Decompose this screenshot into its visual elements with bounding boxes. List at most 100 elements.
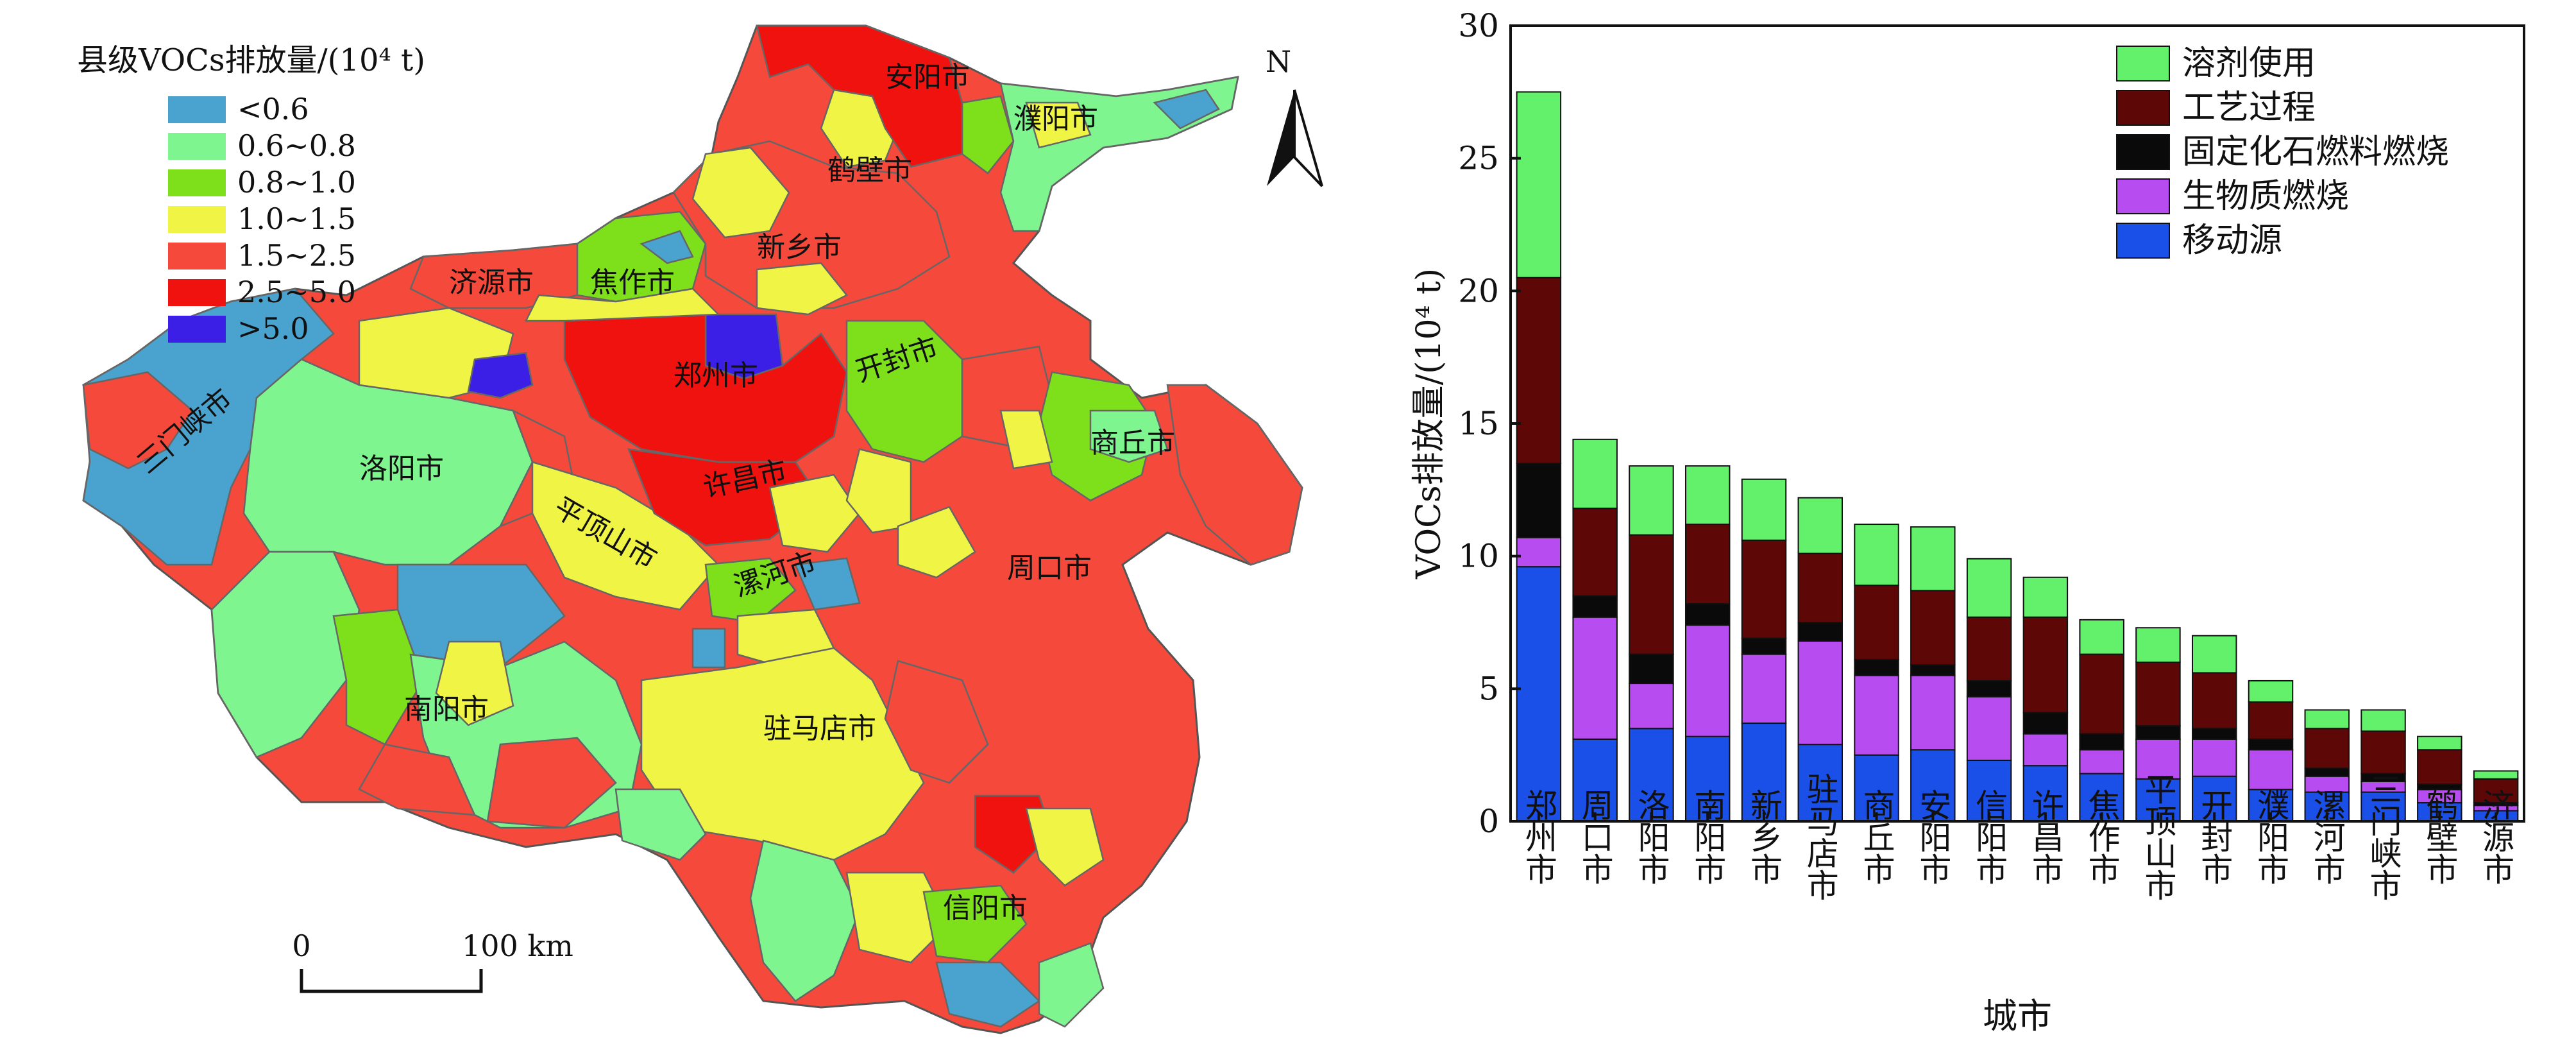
y-tick-label: 5 [1479, 670, 1499, 707]
scale-end-label: 100 km [462, 928, 573, 963]
map-legend-swatch [168, 206, 226, 233]
bar-segment [1516, 277, 1562, 464]
y-tick-label: 20 [1458, 272, 1499, 309]
x-tick-label: 濮阳市 [2252, 789, 2289, 885]
bar-segment [2135, 725, 2181, 740]
bar-segment [2304, 767, 2350, 777]
bar-segment [2022, 616, 2069, 714]
bar-segment [2360, 709, 2406, 732]
bar-segment [2417, 749, 2462, 785]
bar-segment [1572, 438, 1618, 509]
bar-segment [2191, 635, 2237, 674]
x-axis: 郑州市 周口市 洛阳市 南阳市 新乡市 驻马店市 商丘市 安阳市 信阳市 许昌市 焦作市 平顶山市 开封… [1520, 773, 2514, 901]
bar-segment [2022, 733, 2069, 767]
bar-segment [1572, 738, 1618, 823]
bar-segment [2473, 770, 2519, 780]
region-zhumadian-green [614, 788, 707, 861]
bar-segment [1572, 616, 1618, 740]
region-shangqiu-east [1166, 384, 1303, 566]
map-legend-swatch [168, 279, 226, 306]
legend-swatch [2116, 134, 2170, 170]
bar-segment [1797, 640, 1843, 746]
region-zhengzhou-purple [467, 352, 534, 399]
map-legend: 县级VOCs排放量/(10⁴ t) <0.60.6~0.80.8~1.01.0~… [77, 42, 425, 346]
x-tick-label: 许昌市 [2027, 789, 2064, 885]
chart-bars [1516, 91, 2519, 823]
bar-segment [1572, 508, 1618, 597]
bar-segment [2079, 653, 2124, 735]
city-label-hebi: 鹤壁市 [827, 154, 912, 187]
bar-segment [2079, 733, 2124, 751]
x-tick-label: 洛阳市 [1632, 789, 1670, 885]
region-shangqiu-yellow [999, 409, 1053, 470]
bar-segment [1741, 478, 1787, 541]
bar-segment [1684, 465, 1731, 526]
bar-segment [1966, 616, 2012, 681]
legend-swatch [2116, 46, 2170, 81]
region-xinyang-green3 [1038, 942, 1105, 1028]
y-axis: 0 5 10 15 20 25 30 [1458, 7, 1521, 840]
legend-label: 溶剂使用 [2182, 44, 2316, 83]
bar-segment [2248, 749, 2294, 791]
city-label-puyang: 濮阳市 [1013, 103, 1098, 135]
region-zhengzhou-yellow [524, 287, 720, 322]
x-tick-label: 鹤壁市 [2421, 789, 2458, 885]
map-legend-swatch [168, 96, 226, 123]
y-axis-label: VOCs排放量/(10⁴ t) [1410, 268, 1448, 579]
bar-segment [1966, 680, 2012, 697]
x-tick-label: 开封市 [2196, 789, 2233, 885]
region-nanyang-south [358, 743, 476, 816]
bar-segment [2191, 728, 2237, 740]
bar-segment [1741, 653, 1787, 724]
city-label-xinyang: 信阳市 [943, 892, 1028, 925]
map-legend-title: 县级VOCs排放量/(10⁴ t) [77, 42, 425, 78]
bar-segment [2022, 576, 2069, 618]
x-tick-label: 周口市 [1577, 789, 1614, 885]
bar-segment [2360, 730, 2406, 774]
x-tick-label: 驻马店市 [1802, 773, 1839, 901]
bar-segment [1741, 723, 1787, 822]
region-nanyang-center [435, 640, 514, 726]
map-legend-label: 2.5~5.0 [237, 275, 356, 309]
map-legend-label: 0.6~0.8 [237, 128, 356, 163]
bar-segment [1966, 696, 2012, 761]
scale-start-label: 0 [292, 928, 310, 963]
bar-segment [1684, 624, 1731, 737]
region-xinyang-yellow2 [1025, 807, 1105, 887]
stacked-bar-chart: 0 5 10 15 20 25 30 郑州市 周口市 洛阳市 南阳市 新乡市 驻马店市 商丘市 安阳市 信阳… [1410, 7, 2525, 1036]
county-regions [82, 24, 1303, 1028]
scale-bar-line [300, 969, 483, 993]
region-xuchang-yellow [768, 474, 861, 553]
city-label-luoyang: 洛阳市 [359, 452, 444, 485]
bar-segment [1797, 622, 1843, 642]
x-tick-label: 商丘市 [1858, 789, 1895, 885]
bar-segment [2360, 791, 2406, 822]
map-legend-label: 0.8~1.0 [237, 165, 356, 200]
legend-label: 生物质燃烧 [2182, 177, 2349, 216]
region-zhoukou-yellow [897, 506, 976, 579]
legend-label: 固定化石燃料燃烧 [2182, 133, 2449, 171]
bar-segment [1516, 91, 1562, 278]
north-arrow-left [1267, 90, 1294, 186]
bar-segment [2417, 735, 2462, 751]
bar-segment [1854, 658, 1899, 676]
bar-segment [2135, 627, 2181, 663]
bar-segment [1684, 524, 1731, 605]
legend-label: 移动源 [2182, 221, 2282, 260]
region-shangqiu-green [1089, 409, 1169, 463]
region-xinyang-green [749, 839, 861, 1002]
y-tick-label: 25 [1458, 140, 1499, 177]
bar-segment [1910, 590, 1956, 666]
region-luohe-blue [794, 557, 861, 611]
bar-segment [2079, 749, 2124, 774]
bar-segment [1741, 539, 1787, 639]
region-anyang [756, 24, 963, 168]
region-zhumadian-red [884, 660, 989, 784]
region-sanmenxia-west [82, 371, 194, 470]
bar-segment [1854, 754, 1899, 822]
region-xinxiang-yellow [691, 146, 790, 239]
map-legend-swatch [168, 243, 226, 270]
bar-segment [1797, 552, 1843, 623]
map-legend-items: <0.60.6~0.80.8~1.01.0~1.51.5~2.52.5~5.0>… [168, 92, 356, 346]
city-label-zhumadian: 驻马店市 [763, 712, 876, 745]
